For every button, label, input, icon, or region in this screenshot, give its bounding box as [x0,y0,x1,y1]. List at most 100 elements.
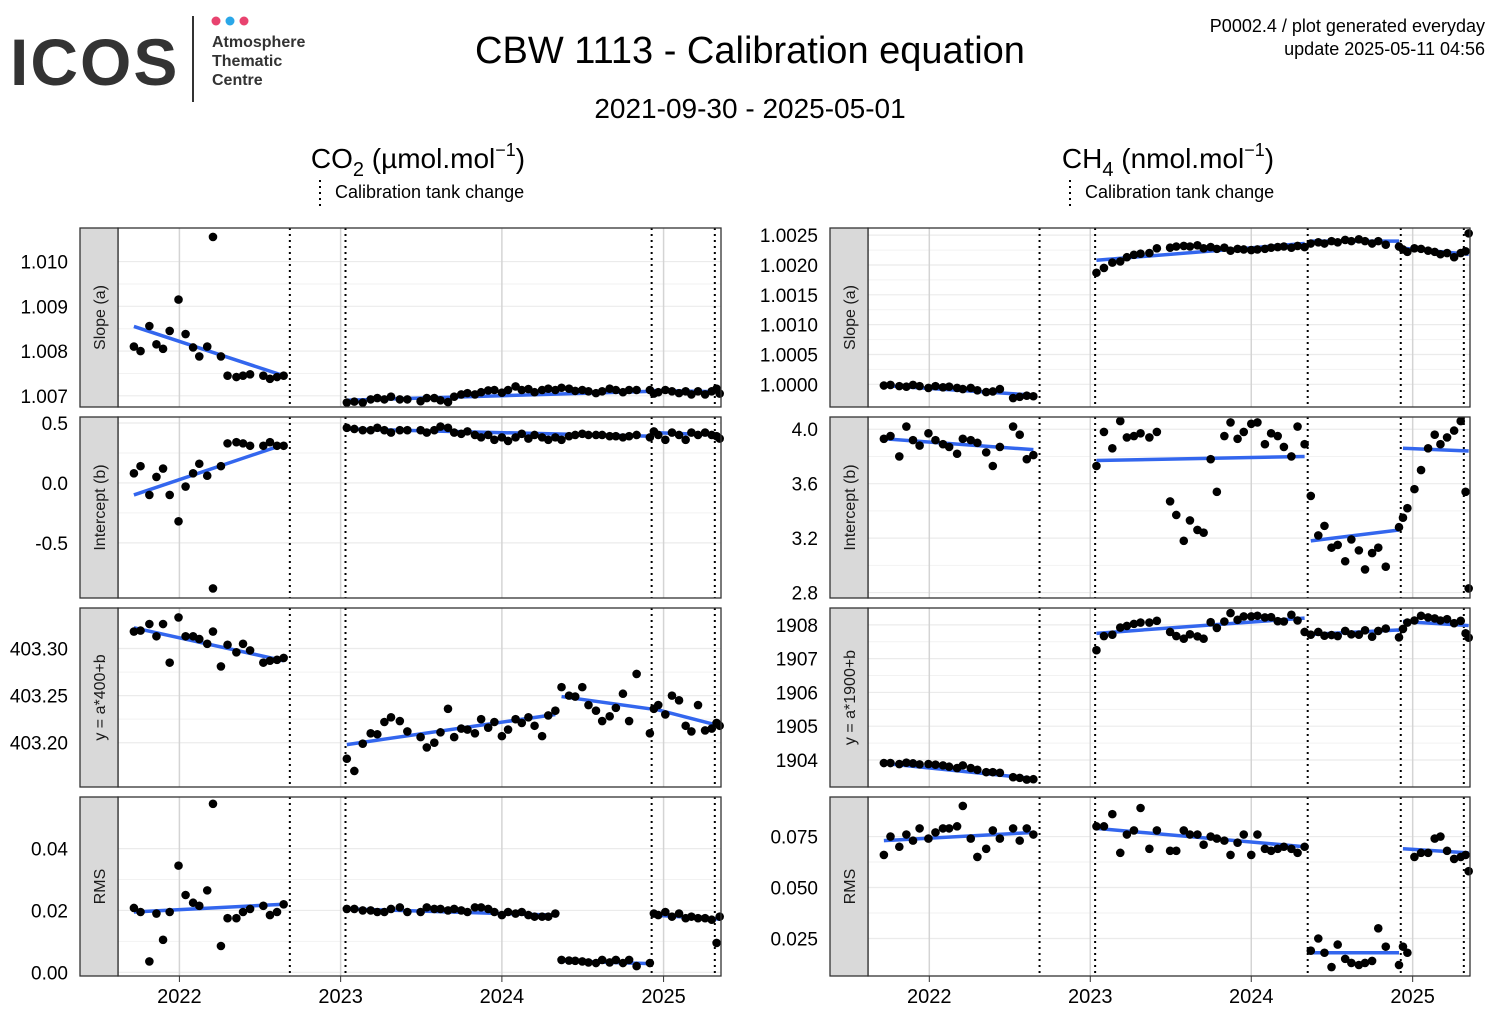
data-point [1260,439,1270,449]
data-point [416,907,425,917]
data-point [1220,431,1229,441]
data-point [1199,243,1208,253]
data-point [483,430,493,440]
data-point [661,385,670,395]
data-point [1293,848,1302,858]
data-point [1360,625,1370,635]
data-point [1287,844,1296,854]
y-tick-label: 0.00 [31,963,68,984]
data-point [570,430,580,440]
data-point [597,430,607,440]
data-point [490,907,499,917]
data-point [1171,510,1181,520]
data-point [1185,830,1195,839]
data-point [1136,803,1145,813]
data-point [1152,826,1162,835]
data-point [1233,838,1242,847]
data-point [966,435,976,445]
data-point [944,824,954,833]
data-point [1115,257,1125,266]
data-point [645,958,655,968]
data-point [1279,617,1289,626]
data-point [1398,942,1408,951]
data-point [158,935,168,945]
data-point [208,627,218,636]
data-point [245,441,255,451]
data-point [158,344,168,354]
data-point [449,392,459,402]
data-point [265,437,275,447]
data-point [1185,630,1195,639]
data-point [1099,263,1109,273]
data-point [1464,584,1473,593]
data-point [1029,391,1038,401]
y-tick-label: 1905 [776,717,818,738]
panel-background [868,797,1470,976]
data-point [1416,465,1426,475]
data-point [194,352,204,361]
data-point [1253,830,1262,839]
data-point [1423,613,1433,622]
y-tick-label: 0.04 [31,840,68,861]
data-point [129,342,139,351]
data-point [712,938,721,948]
data-point [373,393,382,403]
data-point [1449,426,1459,435]
data-point [632,961,641,971]
y-tick-label: 1.0000 [760,375,818,396]
data-point [403,907,412,917]
data-point [1266,429,1276,438]
panel-co2-intercept-b: -0.5 0.0 0.5 Intercept (b) [35,414,724,599]
data-point [373,729,382,739]
data-point [584,958,593,967]
data-point [584,430,593,440]
panel-co2-slope-a: 1.007 1.008 1.009 1.010 Slope (a) [20,227,724,408]
data-point [165,490,174,500]
data-point [895,381,904,391]
fit-line [133,324,285,378]
data-point [194,634,204,644]
data-point [259,658,268,667]
data-point [1008,393,1018,403]
y-tick-label: 0.02 [31,901,68,922]
data-point [1145,844,1154,854]
data-point [1179,536,1189,546]
data-point [1092,645,1101,655]
data-point [530,387,539,397]
x-tick-label: 2024 [480,986,525,1008]
data-point [238,371,248,380]
legend-label-ch4: Calibration tank change [1085,182,1274,202]
data-point [490,385,499,395]
data-point [1403,247,1412,257]
data-point [915,824,924,833]
data-point [1115,848,1125,858]
y-tick-label: 403.30 [10,640,68,661]
data-point [1145,433,1154,442]
data-point [202,886,212,895]
data-point [1008,772,1018,782]
data-point [1360,236,1370,246]
data-point [1239,427,1249,437]
data-point [238,439,248,448]
data-point [422,743,432,752]
data-point [223,439,232,448]
data-point [358,906,368,915]
data-point [1449,252,1459,262]
data-point [557,435,566,445]
data-point [1442,248,1452,258]
data-point [1313,627,1323,637]
data-point [611,431,621,441]
data-point [1347,630,1356,639]
x-tick-label: 2024 [1229,986,1274,1008]
column-header-co2: CO2 (µmol.mol−1) Calibration tank change [311,140,525,206]
data-point [1108,258,1117,267]
data-point [1456,416,1466,426]
data-point [1442,614,1452,624]
data-point [1092,268,1101,278]
data-point [181,482,190,491]
data-point [715,912,724,921]
data-point [1416,244,1426,254]
data-point [259,441,268,451]
data-point [966,763,976,773]
update-stamp: update 2025-05-11 04:56 [1284,39,1485,59]
